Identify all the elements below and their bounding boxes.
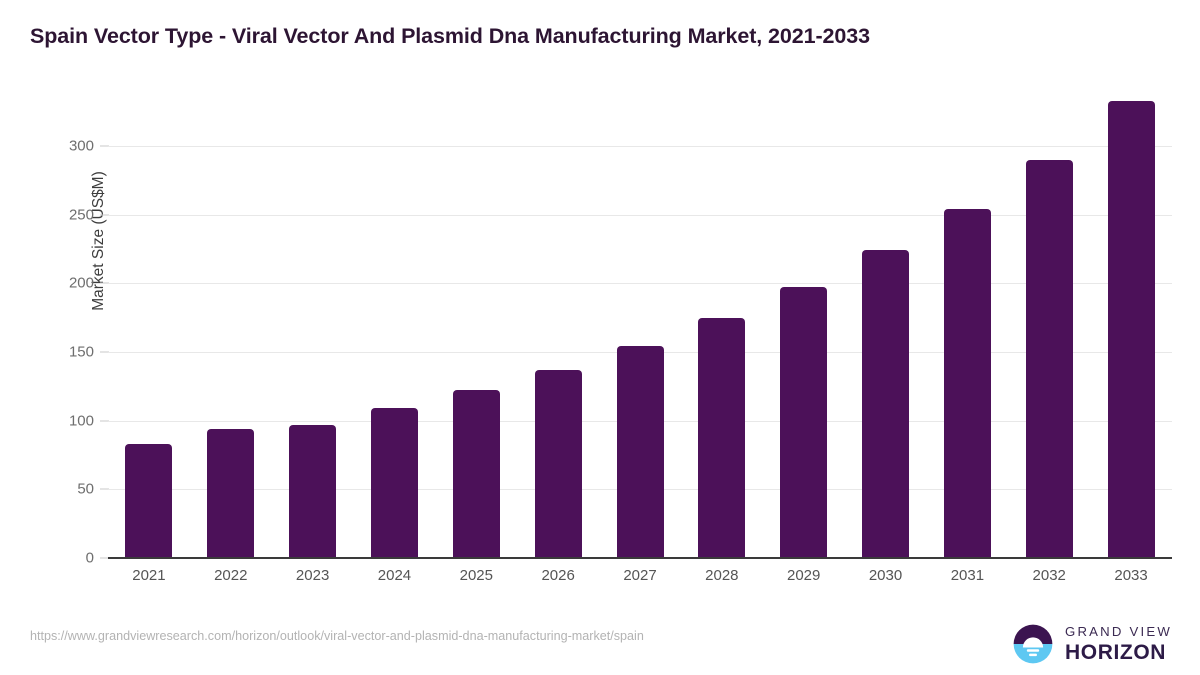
y-axis-ticks: 0 50 100 150 200 250 300 <box>28 95 109 567</box>
logo-line-horizon: HORIZON <box>1065 640 1167 664</box>
page-title: Spain Vector Type - Viral Vector And Pla… <box>30 24 870 48</box>
bar[interactable] <box>943 209 991 558</box>
y-axis-tick-label: 100 <box>68 412 94 430</box>
y-axis-tick-mark <box>100 351 109 353</box>
x-axis-tick-label: 2032 <box>1032 567 1066 584</box>
grand-view-horizon-logo-icon <box>1013 624 1053 664</box>
y-axis-tick-label: 150 <box>68 343 94 361</box>
y-axis-tick-label: 200 <box>68 274 94 292</box>
bar[interactable] <box>125 443 173 558</box>
logo-wordmark: GRAND VIEW HORIZON <box>1065 625 1172 662</box>
bar[interactable] <box>534 369 582 558</box>
y-axis-tick-mark <box>100 420 109 422</box>
x-axis-tick-label: 2025 <box>459 567 493 584</box>
gridline <box>108 214 1172 216</box>
y-axis-tick-mark <box>100 145 109 147</box>
y-axis-tick-mark <box>100 282 109 284</box>
x-axis-tick-label: 2031 <box>950 567 985 584</box>
bar[interactable] <box>207 428 255 558</box>
x-axis-tick-label: 2027 <box>623 567 657 584</box>
y-axis-tick-label: 250 <box>68 206 94 224</box>
x-axis-tick-label: 2028 <box>705 567 739 584</box>
x-axis-labels: 2021 2022 2023 2024 2025 2026 2027 2028 2029 2030… <box>108 567 1172 597</box>
brand-logo[interactable]: GRAND VIEW HORIZON <box>1011 620 1172 668</box>
x-axis-tick-label: 2030 <box>868 567 903 584</box>
bar[interactable] <box>370 408 418 558</box>
y-axis-tick-mark <box>100 557 109 559</box>
y-axis-tick-mark <box>100 214 109 216</box>
y-axis-tick-mark <box>100 488 109 490</box>
bar[interactable] <box>1025 159 1073 558</box>
plot-area <box>108 95 1172 559</box>
bar[interactable] <box>780 287 828 558</box>
bar[interactable] <box>1107 100 1155 558</box>
y-axis-tick-label: 0 <box>85 549 94 567</box>
bar[interactable] <box>616 346 664 558</box>
x-axis-tick-label: 2029 <box>787 567 821 584</box>
logo-line-grand-view: GRAND VIEW <box>1065 624 1172 640</box>
bar[interactable] <box>698 317 746 558</box>
y-axis-tick-label: 50 <box>77 480 94 498</box>
bar[interactable] <box>289 424 337 558</box>
x-axis-line <box>108 557 1172 559</box>
x-axis-tick-label: 2024 <box>377 567 412 584</box>
x-axis-tick-label: 2022 <box>214 567 248 584</box>
x-axis-tick-label: 2021 <box>132 567 166 584</box>
x-axis-tick-label: 2023 <box>295 567 330 584</box>
gridline <box>108 283 1172 285</box>
y-axis-tick-label: 300 <box>68 137 94 155</box>
source-url[interactable]: https://www.grandviewresearch.com/horizo… <box>30 629 644 643</box>
bar[interactable] <box>862 250 910 558</box>
gridline <box>108 145 1172 147</box>
x-axis-tick-label: 2033 <box>1114 567 1148 584</box>
bar[interactable] <box>452 390 500 558</box>
x-axis-tick-label: 2026 <box>541 567 575 584</box>
